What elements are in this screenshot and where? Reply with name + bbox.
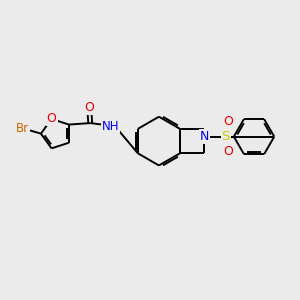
Text: O: O [223,115,233,128]
Text: S: S [222,130,230,143]
Text: N: N [200,130,209,143]
Text: O: O [84,101,94,114]
Text: NH: NH [102,120,119,133]
Text: Br: Br [16,122,29,135]
Text: O: O [223,145,233,158]
Text: O: O [47,112,56,125]
